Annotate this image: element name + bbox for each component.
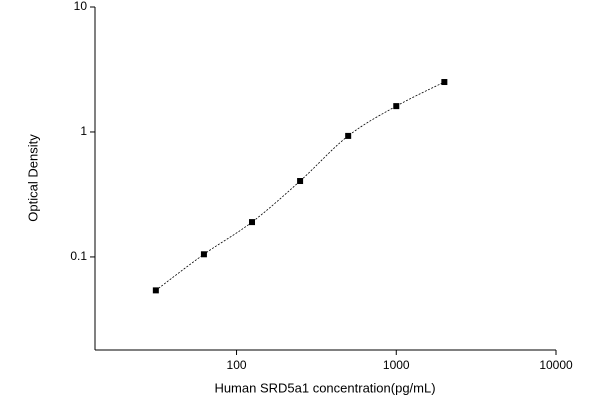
data-point xyxy=(345,132,352,139)
x-axis-title: Human SRD5a1 concentration(pg/mL) xyxy=(214,380,435,395)
x-tick-label: 1000 xyxy=(383,358,410,372)
data-point xyxy=(441,79,448,86)
data-point xyxy=(200,251,207,258)
fit-curve xyxy=(155,81,445,291)
x-tick-label: 100 xyxy=(227,358,247,372)
data-point xyxy=(297,178,304,185)
y-tick-label: 0.1 xyxy=(70,249,87,263)
data-point xyxy=(249,219,256,226)
x-tick-label: 10000 xyxy=(539,358,573,372)
y-axis-title: Optical Density xyxy=(25,134,40,222)
data-point xyxy=(152,287,159,294)
y-tick-label: 10 xyxy=(74,0,88,13)
y-tick-label: 1 xyxy=(80,124,87,138)
data-point xyxy=(393,103,400,110)
